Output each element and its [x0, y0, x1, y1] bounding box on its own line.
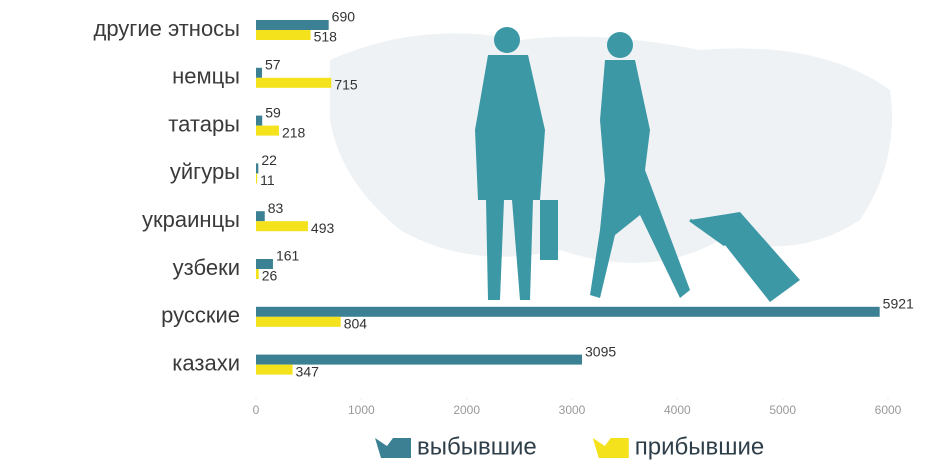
bar: [256, 316, 341, 327]
value-label: 218: [282, 124, 306, 140]
legend-swatch: [592, 438, 629, 458]
category-label: другие этносы: [93, 16, 240, 41]
value-label: 5921: [883, 296, 914, 312]
category-label: узбеки: [173, 255, 240, 280]
value-label: 690: [332, 9, 356, 25]
bar: [256, 354, 583, 365]
category-label: украинцы: [142, 207, 240, 232]
value-label: 804: [344, 316, 368, 332]
value-label: 161: [276, 248, 300, 264]
value-label: 493: [311, 220, 335, 236]
legend-label: прибывшие: [635, 433, 765, 460]
value-label: 22: [261, 152, 277, 168]
bar: [256, 173, 258, 184]
category-label: русские: [161, 303, 240, 328]
bar: [256, 269, 259, 279]
bar: [256, 259, 273, 269]
bar: [256, 211, 265, 222]
x-tick-label: 4000: [664, 403, 691, 417]
value-label: 83: [268, 200, 284, 216]
value-label: 11: [260, 172, 275, 188]
category-label: татары: [168, 111, 240, 136]
bar: [256, 30, 311, 40]
bar: [256, 125, 279, 136]
bar: [256, 20, 329, 30]
value-label: 59: [265, 104, 281, 120]
x-tick-label: 6000: [875, 403, 902, 417]
x-tick-label: 3000: [559, 403, 586, 417]
x-tick-label: 0: [253, 403, 260, 417]
bar: [256, 77, 332, 88]
x-tick-label: 2000: [453, 403, 480, 417]
category-label: уйгуры: [170, 159, 240, 184]
legend-label: выбывшие: [417, 433, 537, 460]
value-label: 3095: [585, 343, 616, 359]
bar: [256, 115, 263, 126]
bar: [256, 163, 259, 174]
bar: [256, 221, 308, 232]
value-label: 715: [334, 77, 358, 93]
value-label: 26: [262, 268, 278, 284]
legend-swatch: [375, 438, 411, 458]
bar: [256, 306, 880, 317]
bar: [256, 67, 263, 78]
bar: [256, 364, 293, 375]
value-label: 57: [265, 57, 281, 73]
value-label: 518: [314, 29, 338, 45]
x-tick-label: 5000: [769, 403, 796, 417]
category-label: казахи: [172, 350, 240, 375]
category-label: немцы: [172, 64, 240, 89]
background-illustration: [330, 27, 892, 302]
x-tick-label: 1000: [348, 403, 375, 417]
value-label: 347: [296, 363, 320, 379]
